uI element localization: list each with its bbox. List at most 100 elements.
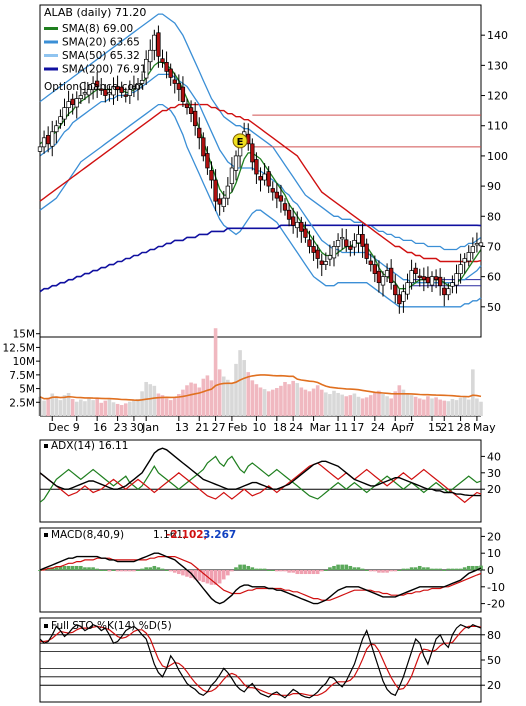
macd-signal-line <box>40 555 482 601</box>
candle-body <box>458 264 463 274</box>
candle-body <box>229 167 235 185</box>
candle-body <box>86 89 92 96</box>
candle-body <box>442 287 447 296</box>
macd-histogram-bar <box>128 570 132 572</box>
volume-bar <box>479 401 483 416</box>
volume-bar <box>156 393 161 416</box>
candle-body <box>74 98 79 108</box>
volume-axis-label: 12.5M <box>3 342 35 354</box>
date-tick-label: Jan <box>141 421 159 434</box>
volume-bar <box>319 389 324 416</box>
volume-bar <box>250 380 255 416</box>
volume-bar <box>42 400 46 416</box>
sto-label: Full STO %K(14) %D(5) <box>51 620 172 632</box>
candle-body <box>82 92 88 95</box>
macd-signal-value: -2.102, <box>166 529 208 541</box>
volume-bar <box>324 392 328 416</box>
legend-swatch <box>44 67 58 71</box>
price-axis-tick-label: 120 <box>487 90 508 103</box>
candle-body <box>470 246 475 253</box>
adx-axis-tick-label: 40 <box>487 450 501 463</box>
volume-bar <box>226 379 230 416</box>
volume-bar <box>328 394 332 416</box>
volume-bar <box>332 390 336 416</box>
candle-body <box>131 86 137 89</box>
volume-bar <box>254 384 259 416</box>
price-axis-tick-label: 50 <box>487 301 501 314</box>
volume-bar <box>430 398 434 416</box>
volume-bar <box>70 398 75 416</box>
minus-di-line <box>39 462 482 504</box>
candle-body <box>266 171 271 187</box>
date-tick-label: 16 <box>93 421 107 434</box>
macd-histogram-bar <box>324 570 328 571</box>
volume-bar <box>209 380 214 416</box>
macd-histogram-bar <box>111 570 116 571</box>
candle-body <box>262 173 267 181</box>
candle-body <box>454 273 459 286</box>
candle-body <box>344 239 349 247</box>
macd-histogram-bar <box>434 568 438 570</box>
macd-histogram-bar <box>373 570 377 572</box>
macd-histogram-bar <box>148 567 153 570</box>
date-tick-label: Apr <box>391 421 411 434</box>
price-axis-tick-label: 60 <box>487 271 501 284</box>
candle-body <box>168 68 173 78</box>
volume-bar <box>275 388 279 416</box>
candle-body <box>286 209 292 220</box>
volume-bar <box>442 400 447 416</box>
macd-legend-swatch <box>44 533 48 537</box>
macd-axis-tick-label: -10 <box>487 581 505 594</box>
volume-axis-label: 5M <box>19 384 35 396</box>
volume-bar <box>438 399 442 416</box>
candle-body <box>66 101 71 108</box>
volume-bar <box>360 398 365 416</box>
macd-histogram-bar <box>405 568 410 570</box>
volume-bar <box>466 399 471 416</box>
macd-histogram-bar <box>70 565 75 570</box>
volume-bar <box>348 395 353 416</box>
volume-bar <box>140 391 144 416</box>
candle-body <box>323 261 328 265</box>
macd-histogram-bar <box>132 570 136 572</box>
macd-histogram-bar <box>201 570 206 583</box>
macd-histogram-bar <box>340 564 344 570</box>
macd-histogram-bar <box>185 570 189 577</box>
volume-bar <box>340 394 344 416</box>
macd-axis-tick-label: -20 <box>487 598 505 611</box>
volume-bar <box>193 383 197 416</box>
macd-histogram-bar <box>364 570 369 571</box>
macd-histogram-bar <box>422 567 426 570</box>
volume-axis-label: 10M <box>13 356 35 368</box>
candle-body <box>50 131 55 147</box>
candle-body <box>315 249 320 259</box>
volume-bar <box>83 401 87 416</box>
macd-histogram-bar <box>332 565 336 570</box>
volume-bar <box>373 392 377 416</box>
volume-bar <box>315 385 320 416</box>
volume-bar <box>99 402 104 416</box>
volume-bar <box>422 399 426 416</box>
candle-body <box>450 282 455 287</box>
macd-histogram-bar <box>279 570 283 572</box>
candle-body <box>225 185 230 199</box>
macd-histogram-bar <box>221 570 226 580</box>
volume-bar <box>413 396 418 416</box>
sto-axis-tick-label: 20 <box>487 679 501 692</box>
adx-label: ADX(14) 16.11 <box>51 440 128 452</box>
macd-histogram-bar <box>315 570 320 575</box>
macd-histogram-bar <box>119 570 124 572</box>
sto-k-line <box>39 624 482 699</box>
macd-panel: -20 -10 0 10 20 MACD(8,40,9) 1.161,-2.102,3.26… <box>38 527 505 613</box>
macd-histogram-bar <box>103 570 108 571</box>
volume-bar <box>103 400 108 416</box>
candle-body <box>413 267 418 274</box>
macd-histogram-bar <box>250 567 255 570</box>
candle-body <box>299 221 304 232</box>
volume-bar <box>262 389 267 416</box>
volume-axis-label: 15M <box>13 329 35 341</box>
candle-body <box>205 153 210 169</box>
volume-bar <box>54 396 59 416</box>
volume-bar <box>393 391 398 416</box>
date-tick-label: 24 <box>289 421 303 434</box>
